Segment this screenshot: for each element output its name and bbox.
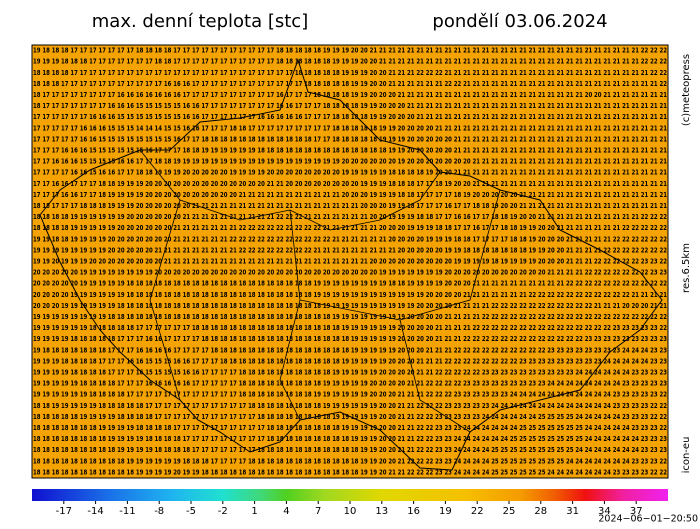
grid-row: 20 20 20 20 19 19 19 19 19 19 18 18 18 1… — [33, 290, 667, 299]
resolution-label: res.6.5km — [681, 243, 692, 293]
grid-row: 20 20 20 20 20 19 19 19 19 19 18 18 18 1… — [33, 279, 667, 288]
grid-row: 17 17 16 16 16 15 15 15 15 16 16 17 17 1… — [33, 157, 667, 166]
colorbar-tick-label: -14 — [87, 506, 103, 517]
grid-row: 17 17 17 16 16 16 15 15 15 15 15 15 16 1… — [33, 145, 667, 154]
model-label: icon-eu — [681, 437, 692, 474]
run-timestamp: 2024−06−01−20:50 — [598, 514, 698, 525]
grid-row: 18 18 18 18 17 17 17 17 17 17 17 17 17 1… — [33, 68, 667, 77]
colorbar-tick-label: 19 — [439, 506, 452, 517]
grid-row: 18 18 19 19 19 19 19 18 18 18 18 18 17 1… — [33, 401, 667, 410]
colorbar-tick-label: 22 — [471, 506, 484, 517]
grid-row: 19 19 19 19 19 19 19 19 20 20 20 20 20 2… — [33, 245, 667, 254]
colorbar-tick-label: 37 — [630, 506, 643, 517]
grid-row: 17 17 17 17 17 17 16 16 16 15 15 15 15 1… — [33, 112, 667, 121]
colorbar-tick-label: 28 — [534, 506, 547, 517]
country-border — [39, 58, 663, 471]
grid-row: 17 17 17 17 17 16 16 15 15 15 15 15 15 1… — [33, 134, 667, 143]
value-grid: 19 18 18 18 17 17 17 17 17 17 17 18 18 1… — [33, 46, 667, 477]
grid-row: 19 19 19 19 18 18 18 18 17 17 17 16 15 1… — [33, 368, 667, 377]
grid-row: 18 18 18 18 18 18 18 18 18 19 19 19 19 1… — [33, 445, 667, 454]
grid-row: 20 20 20 20 20 19 19 19 19 19 19 19 19 2… — [33, 268, 667, 277]
region-borders — [139, 149, 501, 433]
colorbar — [32, 489, 668, 501]
copyright-label: (c)meteopress — [681, 54, 692, 126]
grid-row: 18 18 17 17 17 18 18 18 19 19 19 20 20 2… — [33, 201, 667, 210]
colorbar-tick-label: 13 — [375, 506, 388, 517]
grid-row: 18 18 18 18 19 19 19 19 19 19 20 20 20 2… — [33, 212, 667, 221]
grid-row: 19 19 18 18 19 19 19 19 20 20 20 20 20 2… — [33, 234, 667, 243]
colorbar-tick-label: -8 — [154, 506, 164, 517]
grid-row: 19 19 19 19 19 18 18 18 18 17 17 17 16 1… — [33, 379, 667, 388]
grid-row: 18 18 18 18 19 19 19 19 19 20 20 20 20 2… — [33, 223, 667, 232]
grid-row: 19 19 19 19 19 19 18 18 18 18 18 17 17 1… — [33, 323, 667, 332]
grid-row: 18 18 18 18 18 18 18 19 19 19 19 18 18 1… — [33, 423, 667, 432]
grid-row: 19 19 19 19 18 18 18 18 18 17 17 17 16 1… — [33, 334, 667, 343]
colorbar-tick-label: 7 — [315, 506, 321, 517]
colorbar-tick-label: -11 — [119, 506, 135, 517]
grid-row: 19 19 19 18 18 18 17 17 17 17 17 17 17 1… — [33, 57, 667, 66]
grid-row: 19 18 18 18 17 17 17 17 17 17 17 18 18 1… — [33, 46, 667, 55]
grid-row: 17 17 17 17 16 16 15 16 16 17 17 18 18 1… — [33, 168, 667, 177]
map-area — [31, 44, 669, 479]
grid-row: 17 17 16 16 17 17 17 18 18 19 19 19 20 2… — [33, 179, 667, 188]
grid-row: 18 18 18 18 18 18 18 18 18 18 18 19 19 1… — [33, 467, 667, 476]
grid-row: 18 18 18 18 18 18 18 18 19 19 19 19 18 1… — [33, 434, 667, 443]
colorbar-tick-label: 16 — [407, 506, 420, 517]
grid-row: 17 17 17 17 17 16 16 16 15 15 15 14 14 1… — [33, 123, 667, 132]
colorbar-tick-label: -2 — [218, 506, 228, 517]
colorbar-ticks: -17 -14 -11 -8 -5 -2 1 4 7 10 13 16 19 22 25 28 31 34 37 — [56, 501, 643, 517]
colorbar-tick-label: 10 — [344, 506, 357, 517]
grid-row: 17 17 17 16 16 17 17 18 19 19 19 19 20 2… — [33, 190, 667, 199]
map-title: max. denní teplota [stc] — [92, 11, 308, 32]
colorbar-tick-label: 25 — [503, 506, 516, 517]
colorbar-tick-label: 31 — [566, 506, 579, 517]
grid-row: 19 19 19 19 19 19 19 19 18 18 18 18 18 1… — [33, 312, 667, 321]
grid-row: 20 20 20 19 19 19 19 19 19 18 18 18 18 1… — [33, 301, 667, 310]
colorbar-tick-label: -17 — [56, 506, 72, 517]
colorbar-tick-label: 34 — [598, 506, 611, 517]
grid-row: 18 18 18 17 17 17 17 17 17 17 17 17 17 1… — [33, 79, 667, 88]
grid-row: 18 17 17 17 17 17 17 17 17 16 16 16 16 1… — [33, 90, 667, 99]
grid-row: 19 19 20 19 19 19 20 20 20 20 20 20 20 2… — [33, 257, 667, 266]
grid-row: 19 19 19 18 18 18 18 17 17 17 16 16 15 1… — [33, 356, 667, 365]
colorbar-tick-label: 4 — [283, 506, 289, 517]
grid-row: 19 19 19 19 19 19 18 18 18 18 17 17 17 1… — [33, 390, 667, 399]
grid-row: 18 18 18 18 18 18 18 18 18 18 19 19 19 1… — [33, 456, 667, 465]
colorbar-tick-label: -5 — [186, 506, 196, 517]
forecast-date: pondělí 03.06.2024 — [432, 11, 607, 32]
grid-row: 18 17 17 17 17 17 17 17 16 16 16 15 15 1… — [33, 101, 667, 110]
colorbar-tick-label: 1 — [251, 506, 257, 517]
grid-row: 19 18 18 18 18 18 18 18 17 17 17 16 16 1… — [33, 345, 667, 354]
